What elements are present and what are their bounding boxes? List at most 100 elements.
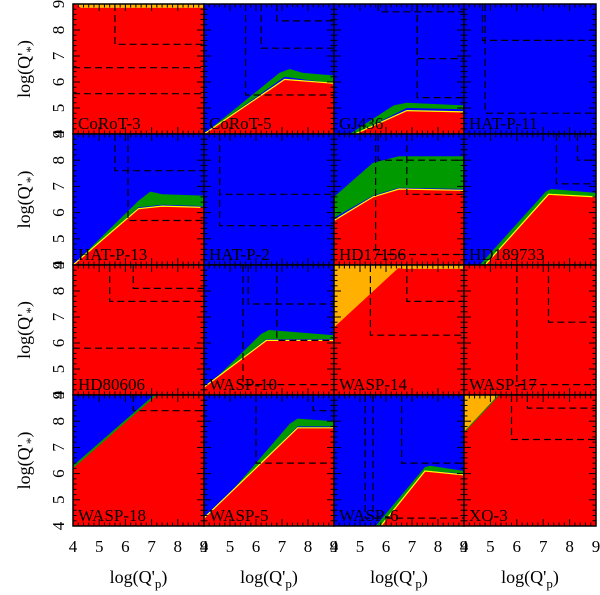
- panel-background: [464, 265, 596, 395]
- panel-hd189733: HD189733: [463, 133, 597, 266]
- x-tick-label: 4: [330, 537, 339, 556]
- panel-corot-3: CoRoT-3: [72, 3, 205, 135]
- region-boundary: [204, 78, 334, 134]
- panel-background: [73, 265, 204, 395]
- region-orange: [393, 265, 464, 269]
- x-tick-label: 7: [539, 537, 548, 556]
- dashed-contour: [416, 4, 464, 99]
- panel-label: XO-3: [469, 506, 508, 525]
- x-tick-label: 5: [226, 537, 235, 556]
- panel-background: [464, 4, 596, 134]
- x-tick-label: 8: [174, 537, 183, 556]
- panel-gj436: GJ436: [333, 3, 465, 135]
- y-tick-label: 6: [49, 208, 68, 217]
- region-green: [204, 69, 334, 134]
- region-boundary: [380, 470, 464, 526]
- region-green: [73, 191, 204, 265]
- panel-label: WASP-5: [209, 506, 269, 525]
- x-tick-label: 6: [121, 537, 130, 556]
- dashed-contour: [242, 265, 334, 386]
- dashed-contour: [375, 134, 464, 256]
- panel-hat-p-11: HAT-P-11: [463, 3, 597, 135]
- panel-wasp-5: WASP-5: [203, 394, 335, 527]
- region-red: [204, 427, 334, 526]
- y-tick-label: 4: [49, 129, 68, 138]
- panel-background: [204, 134, 334, 265]
- panel-label: GJ436: [339, 114, 383, 133]
- x-tick-label: 9: [460, 537, 469, 556]
- y-tick-label: 7: [49, 51, 68, 60]
- region-boundary: [204, 339, 334, 395]
- panel-background: [73, 4, 204, 134]
- x-axis-title: log(Q'p): [501, 567, 559, 591]
- x-tick-label: 5: [356, 537, 365, 556]
- region-red: [73, 206, 204, 265]
- y-tick-label: 8: [49, 26, 68, 35]
- dashed-contour: [132, 265, 204, 289]
- dashed-contour: [406, 265, 464, 302]
- x-tick-label: 8: [304, 537, 313, 556]
- panel-wasp-6: WASP-6: [333, 394, 465, 527]
- y-axis-title: log(Q'*): [14, 171, 38, 229]
- panel-label: HAT-P-2: [209, 245, 270, 264]
- x-tick-label: 7: [278, 537, 287, 556]
- region-red: [485, 194, 596, 265]
- dashed-contour: [547, 265, 596, 323]
- panel-wasp-14: WASP-14: [333, 264, 465, 396]
- dashed-contour: [260, 4, 334, 49]
- x-axis-title: log(Q'p): [240, 567, 298, 591]
- region-boundary: [73, 205, 204, 265]
- region-red: [334, 189, 464, 265]
- dashed-contour: [484, 4, 596, 114]
- panel-label: HD17156: [339, 245, 406, 264]
- panel-hat-p-13: HAT-P-13: [72, 133, 205, 266]
- region-red: [204, 79, 334, 134]
- panel-label: HAT-P-11: [469, 114, 538, 133]
- y-axis-title: log(Q'*): [14, 432, 38, 490]
- y-tick-label: 8: [49, 287, 68, 296]
- region-boundary: [484, 193, 596, 265]
- panel-wasp-10: WASP-10: [203, 264, 335, 396]
- dashed-contour: [276, 4, 334, 22]
- x-tick-label: 8: [565, 537, 574, 556]
- panel-wasp-17: WASP-17: [463, 264, 597, 396]
- dashed-contour: [510, 395, 596, 441]
- y-tick-label: 5: [49, 365, 68, 374]
- region-green: [464, 395, 500, 433]
- dashed-contour: [109, 265, 204, 302]
- dashed-contour: [219, 134, 334, 227]
- dashed-contour: [245, 4, 334, 96]
- y-tick-label: 9: [49, 391, 68, 400]
- x-tick-label: 8: [434, 537, 443, 556]
- panel-hd80606: HD80606: [72, 264, 205, 396]
- x-tick-label: 9: [330, 537, 339, 556]
- panels-layer: CoRoT-3 CoRoT-5 GJ436 HAT-P-11 HAT-P-13 HAT-P…: [72, 3, 597, 527]
- panel-label: WASP-18: [78, 506, 146, 525]
- y-tick-label: 6: [49, 469, 68, 478]
- region-green: [334, 156, 464, 218]
- panel-label: HAT-P-13: [78, 245, 147, 264]
- panel-label: WASP-6: [339, 506, 399, 525]
- x-tick-label: 5: [486, 537, 495, 556]
- y-axis-title: log(Q'*): [14, 40, 38, 98]
- x-tick-label: 9: [592, 537, 600, 556]
- region-orange: [334, 265, 402, 328]
- dashed-contour: [406, 134, 464, 195]
- y-tick-label: 5: [49, 496, 68, 505]
- y-axis-title: log(Q'*): [14, 301, 38, 359]
- dashed-contour: [369, 265, 464, 336]
- y-tick-label: 4: [49, 390, 68, 399]
- y-tick-label: 4: [49, 521, 68, 530]
- dashed-contour: [114, 4, 204, 45]
- x-tick-label: 5: [95, 537, 104, 556]
- x-tick-label: 7: [408, 537, 417, 556]
- panel-label: WASP-14: [339, 375, 408, 394]
- dashed-contour: [247, 265, 334, 305]
- panel-label: HD80606: [78, 375, 145, 394]
- y-tick-label: 7: [49, 182, 68, 191]
- panel-label: CoRoT-5: [209, 114, 272, 133]
- panel-label: HD189733: [469, 245, 545, 264]
- y-tick-label: 8: [49, 156, 68, 165]
- x-tick-label: 4: [69, 537, 78, 556]
- y-tick-label: 8: [49, 417, 68, 426]
